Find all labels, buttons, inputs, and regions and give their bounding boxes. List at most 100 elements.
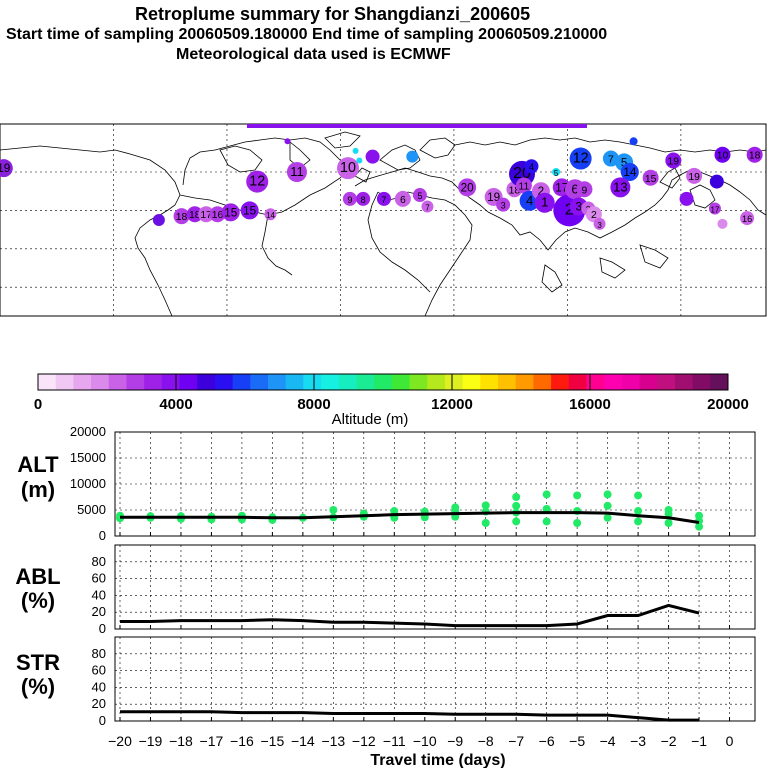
y-tick-label: 0	[99, 621, 106, 636]
plume-marker	[173, 208, 190, 225]
y-tick-label: 20	[92, 696, 106, 711]
plume-marker	[337, 157, 360, 180]
panel-ylabel: ALT	[17, 452, 59, 477]
x-axis-label: Travel time (days)	[370, 752, 505, 768]
plume-marker-label: 17	[200, 210, 212, 221]
plume-marker-label: 1	[541, 195, 548, 210]
plume-marker	[352, 147, 359, 154]
y-tick-label: 0	[99, 528, 106, 543]
plume-marker-label: 19	[0, 162, 10, 175]
alt-scatter-point	[329, 506, 338, 514]
alt-scatter-point	[512, 501, 521, 510]
x-tick-label: −15	[261, 733, 285, 749]
plume-marker-label: 15	[645, 174, 657, 185]
plume-marker-label: 7	[608, 155, 614, 166]
x-tick-label: −12	[352, 733, 376, 749]
alt-scatter-point	[634, 517, 643, 526]
plume-marker-label: 5	[417, 191, 422, 201]
plume-marker	[421, 200, 434, 213]
colorbar-cell	[621, 374, 641, 390]
plume-marker-label: 2	[565, 201, 574, 218]
colorbar-cell	[374, 374, 393, 390]
plume-marker	[342, 191, 357, 206]
colorbar-cell	[409, 374, 428, 390]
plume-marker	[665, 152, 682, 169]
colorbar-cell	[232, 374, 251, 390]
plume-marker-label: 9	[347, 195, 352, 205]
plume-marker	[576, 181, 593, 198]
panel-ylabel-unit: (m)	[21, 477, 55, 502]
plume-marker-label: 5	[554, 169, 559, 178]
plume-marker	[686, 167, 703, 184]
y-tick-label: 10000	[70, 476, 106, 491]
alt-scatter-point	[634, 491, 643, 500]
plume-marker-label: 7	[425, 204, 430, 213]
plume-marker-label: 15	[224, 206, 238, 219]
alt-scatter-point	[603, 501, 612, 510]
colorbar-cell	[444, 374, 464, 390]
colorbar-cell	[568, 374, 587, 390]
colorbar-tick-label: 8000	[297, 396, 330, 413]
plume-marker	[406, 150, 419, 163]
colorbar-cell	[179, 374, 198, 390]
abl-panel-frame	[114, 544, 756, 630]
colorbar-cell	[303, 374, 322, 390]
y-tick-label: 15000	[70, 450, 106, 465]
alt-scatter-point	[634, 507, 643, 516]
plume-marker	[376, 191, 391, 206]
alt-scatter-point	[573, 519, 582, 527]
plume-marker	[534, 192, 555, 213]
plume-marker	[264, 208, 277, 221]
colorbar-cell	[604, 374, 623, 390]
plume-marker-label: 3	[597, 221, 602, 230]
colorbar-tick-label: 4000	[159, 396, 192, 413]
x-tick-label: −4	[600, 733, 616, 749]
plume-marker	[569, 147, 592, 170]
x-tick-label: −10	[413, 733, 437, 749]
panel-ylabel: STR	[16, 650, 60, 675]
plume-marker	[240, 201, 259, 220]
plume-marker-label: 19	[688, 172, 700, 183]
plume-marker	[717, 218, 728, 229]
plume-marker-label: 16	[212, 210, 224, 221]
colorbar-cell	[710, 374, 729, 390]
colorbar-tick-label: 16000	[569, 396, 611, 413]
plume-marker	[515, 177, 532, 194]
x-tick-label: −9	[447, 733, 463, 749]
colorbar-frame	[37, 373, 729, 391]
colorbar-cell	[285, 374, 304, 390]
alt-scatter-point	[603, 490, 612, 499]
plume-marker	[0, 159, 13, 178]
panel-ylabel-unit: (%)	[21, 588, 55, 613]
x-tick-label: −8	[478, 733, 494, 749]
colorbar-cell	[91, 374, 110, 390]
y-tick-label: 20000	[70, 424, 106, 439]
x-tick-label: −18	[169, 733, 193, 749]
colorbar-cell	[674, 374, 694, 390]
colorbar-tick-label: 20000	[707, 396, 749, 413]
x-tick-label: −5	[569, 733, 585, 749]
plume-marker	[524, 159, 539, 174]
map-frame	[0, 123, 767, 317]
plume-marker-label: 5	[621, 156, 628, 169]
alt-scatter-point	[573, 491, 582, 500]
plume-marker-label: 2	[591, 210, 597, 221]
y-tick-label: 60	[92, 663, 106, 678]
plume-marker-label: 18	[749, 151, 761, 162]
alt-scatter-point	[664, 510, 673, 519]
colorbar-cell	[321, 374, 340, 390]
colorbar-cell	[533, 374, 552, 390]
x-tick-label: −20	[108, 733, 132, 749]
alt-scatter-point	[512, 493, 521, 501]
plume-marker	[496, 197, 511, 212]
alt-scatter-point	[481, 519, 490, 527]
alt-scatter-point	[695, 522, 704, 531]
panel-ylabel: ABL	[15, 564, 60, 589]
colorbar-cell	[250, 374, 269, 390]
colorbar-cell	[55, 374, 74, 390]
colorbar-cell	[338, 374, 357, 390]
plume-marker-label: 17	[710, 205, 719, 214]
